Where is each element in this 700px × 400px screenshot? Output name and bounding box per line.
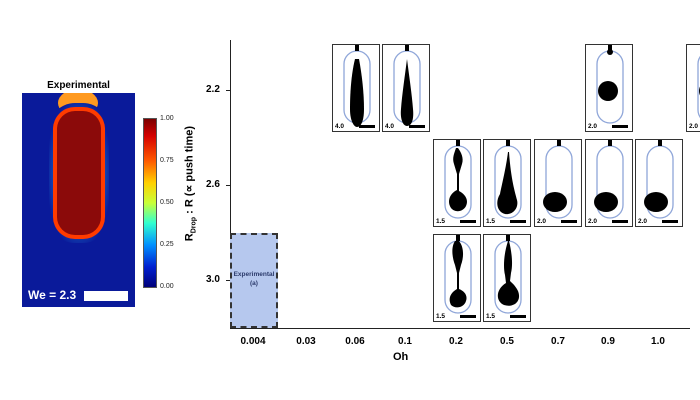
scale-bar [409, 125, 425, 128]
panel-time-label: 1.5 [436, 313, 446, 320]
panel-time-label: 2.0 [537, 218, 547, 225]
scale-bar [359, 125, 375, 128]
panel-time-label: 4.0 [385, 123, 395, 130]
panel-time-label: 1.5 [436, 218, 446, 225]
y-tick-label: 3.0 [206, 274, 220, 285]
simulation-panel: 4.0 [382, 44, 430, 132]
x-tick-label: 0.1 [398, 336, 412, 347]
heatmap-drawing [49, 93, 109, 243]
y-axis-label: RDrop : R (∝ push time) [183, 125, 198, 242]
droplet-shape [494, 140, 522, 219]
y-axis-line [230, 40, 231, 328]
experimental-title: Experimental [47, 80, 110, 91]
simulation-panel: 1.5 [483, 139, 531, 227]
x-tick-label: 0.06 [345, 336, 365, 347]
colorbar-tick: 1.00 [160, 115, 174, 122]
droplet-body [57, 111, 101, 235]
panel-time-label: 2.0 [689, 123, 699, 130]
droplet-shape [444, 235, 472, 314]
experimental-heatmap: We = 2.3 [22, 93, 135, 307]
scale-bar [612, 125, 628, 128]
simulation-panel: 2.0 [585, 139, 633, 227]
droplet-shape [596, 45, 624, 124]
droplet-shape [594, 140, 624, 219]
simulation-panel: 1.5 [433, 139, 481, 227]
panel-time-label: 1.5 [486, 313, 496, 320]
scale-bar [460, 220, 476, 223]
colorbar-tick: 0.50 [160, 199, 174, 206]
y-tick-label: 2.6 [206, 179, 220, 190]
colorbar-tick: 0.75 [160, 157, 174, 164]
x-tick-label: 0.004 [240, 336, 266, 347]
y-tick-mark [226, 90, 230, 91]
x-axis-label: Oh [393, 351, 409, 363]
scale-bar [662, 220, 678, 223]
x-tick-label: 0.7 [551, 336, 565, 347]
experimental-cell: Experimental (a) [230, 233, 278, 328]
scale-bar [510, 315, 526, 318]
droplet-shape [393, 45, 421, 126]
scale-bar [561, 220, 577, 223]
panel-time-label: 2.0 [588, 123, 598, 130]
panel-time-label: 2.0 [588, 218, 598, 225]
colorbar-tick: 0.00 [160, 283, 174, 290]
droplet-shape [494, 235, 522, 314]
droplet-shape [343, 45, 371, 127]
simulation-panel: 1.5 [433, 234, 481, 322]
panel-time-label: 4.0 [335, 123, 345, 130]
x-axis-line [230, 328, 690, 329]
x-tick-label: 0.9 [601, 336, 615, 347]
scale-bar [460, 315, 476, 318]
x-tick-label: 1.0 [651, 336, 665, 347]
x-tick-label: 0.5 [500, 336, 514, 347]
simulation-panel: 2.0 [686, 44, 700, 132]
simulation-panel: 1.5 [483, 234, 531, 322]
scale-bar [510, 220, 526, 223]
y-tick-mark [226, 185, 230, 186]
x-tick-label: 0.2 [449, 336, 463, 347]
experimental-cell-sub: (a) [250, 280, 258, 287]
simulation-panel: 2.0 [585, 44, 633, 132]
y-tick-label: 2.2 [206, 84, 220, 95]
simulation-panel: 4.0 [332, 44, 380, 132]
droplet-shape [644, 140, 674, 219]
colorbar [143, 118, 157, 288]
droplet-shape [444, 140, 472, 219]
we-label: We = 2.3 [28, 288, 77, 302]
scale-bar [84, 291, 128, 301]
droplet-shape [697, 55, 700, 119]
droplet-shape [543, 140, 573, 219]
panel-time-label: 2.0 [638, 218, 648, 225]
simulation-panel: 2.0 [635, 139, 683, 227]
colorbar-tick: 0.25 [160, 241, 174, 248]
y-tick-mark [226, 280, 230, 281]
scale-bar [612, 220, 628, 223]
x-tick-label: 0.03 [296, 336, 316, 347]
simulation-panel: 2.0 [534, 139, 582, 227]
experimental-cell-title: Experimental [233, 271, 275, 278]
panel-time-label: 1.5 [486, 218, 496, 225]
